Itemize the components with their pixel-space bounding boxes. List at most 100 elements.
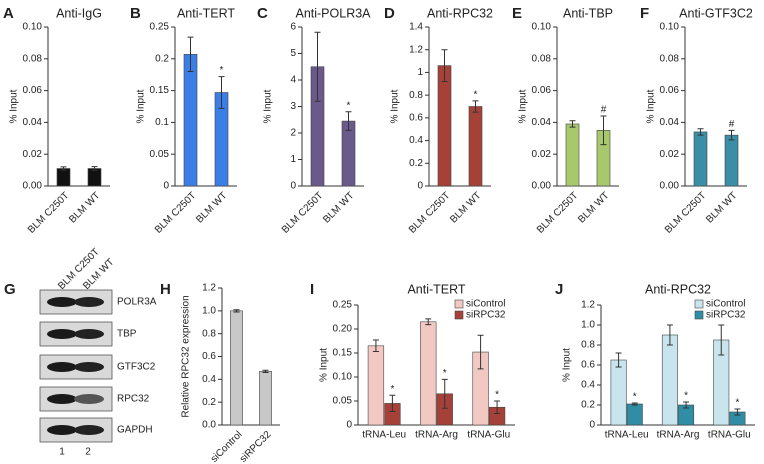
- chart-title: Anti-IgG: [56, 6, 102, 20]
- chart-title: Anti-RPC32: [645, 282, 711, 296]
- error-bar: [569, 120, 576, 128]
- error-bar: [372, 339, 379, 353]
- error-bar: [314, 31, 321, 102]
- y-tick-label: 0.2: [202, 397, 216, 408]
- error-bar: [441, 49, 448, 83]
- error-bar: [477, 334, 484, 370]
- y-tick-label: 3: [290, 101, 296, 112]
- x-tick-label: tRNA-Glu: [467, 430, 510, 441]
- y-tick-label: 0.2: [581, 400, 595, 411]
- panel-letter: G: [4, 281, 16, 298]
- y-tick-label: 0.00: [23, 181, 43, 192]
- y-tick-label: 0.0: [202, 420, 216, 431]
- y-tick-label: 0: [163, 181, 169, 192]
- y-axis-label: % Input: [263, 89, 274, 123]
- y-tick-label: 0.2: [409, 158, 423, 169]
- y-tick-label: 0.06: [660, 85, 680, 96]
- significance-marker: *: [443, 368, 447, 379]
- y-tick-label: 0.04: [532, 117, 552, 128]
- significance-marker: *: [390, 384, 394, 395]
- panel-letter: D: [384, 5, 395, 22]
- x-tick-label: BLM WT: [448, 190, 483, 225]
- x-tick-label: BLM WT: [67, 190, 102, 225]
- y-tick-label: 0: [417, 181, 423, 192]
- lane-number: 2: [85, 447, 91, 458]
- bar: [420, 321, 437, 426]
- error-bar: [615, 352, 622, 368]
- chart-title: Anti-GTF3C2: [679, 6, 753, 20]
- y-tick-label: 5: [290, 48, 296, 59]
- x-tick-label: BLM C250T: [280, 190, 326, 236]
- panel-letter: B: [130, 5, 141, 22]
- y-tick-label: 0.8: [581, 340, 595, 351]
- y-tick-label: 0.08: [532, 53, 552, 64]
- error-bar: [728, 129, 735, 141]
- y-tick-label: 0.05: [333, 396, 353, 407]
- y-tick-label: 1.0: [581, 320, 595, 331]
- error-bar: [441, 378, 448, 409]
- y-tick-label: 0.8: [202, 328, 216, 339]
- chart-panel: E Anti-TBP % Input 0.00 0.02 0.04 0.06 0.08 0.10…: [512, 5, 619, 236]
- y-tick-label: 1.4: [409, 22, 423, 33]
- significance-marker: *: [347, 100, 351, 111]
- chart-title: Anti-TERT: [407, 282, 465, 296]
- y-tick-label: 0.25: [333, 300, 353, 311]
- axis-line: [47, 27, 110, 187]
- error-bar: [218, 76, 225, 109]
- error-bar: [262, 369, 269, 373]
- error-bar: [734, 408, 741, 416]
- y-tick-label: 0.6: [202, 351, 216, 362]
- x-tick-label: BLM C250T: [153, 190, 199, 236]
- legend-label: siRPC32: [466, 310, 506, 321]
- y-tick-label: 0.10: [660, 22, 680, 33]
- y-tick-label: 0.15: [333, 348, 353, 359]
- y-tick-label: 0.1: [155, 117, 169, 128]
- y-axis-label: Relative RPC32 expression: [181, 295, 192, 417]
- y-tick-label: 0.00: [660, 181, 680, 192]
- bar: [626, 403, 643, 426]
- chart-panel: B Anti-TERT % Input 0 0.05 0.1 0.15 0.2 0.25 BLM …: [130, 5, 237, 236]
- error-bar: [494, 400, 501, 414]
- y-tick-label: 0.08: [23, 53, 43, 64]
- x-tick-label: BLM C250T: [26, 190, 72, 236]
- panel-letter: J: [555, 281, 563, 298]
- panel-letter: E: [512, 5, 522, 22]
- legend-swatch: [454, 299, 464, 309]
- y-tick-label: 0.15: [150, 85, 170, 96]
- chart-title: Anti-TERT: [177, 6, 235, 20]
- y-tick-label: 0.00: [532, 181, 552, 192]
- y-tick-label: 0.04: [23, 117, 43, 128]
- y-tick-label: 0.20: [333, 324, 353, 335]
- bar: [724, 134, 739, 187]
- y-axis-label: % Input: [9, 89, 20, 123]
- y-axis-label: % Input: [136, 89, 147, 123]
- blot-band: [74, 329, 104, 339]
- x-tick-label: tRNA-Leu: [605, 430, 649, 441]
- y-tick-label: 0.10: [333, 372, 353, 383]
- significance-marker: *: [220, 65, 224, 76]
- error-bar: [683, 401, 690, 409]
- blot-row-label: POLR3A: [117, 297, 157, 308]
- y-axis-label: % Input: [390, 89, 401, 123]
- y-tick-label: 0.10: [23, 22, 43, 33]
- x-tick-label: BLM C250T: [663, 190, 709, 236]
- significance-marker: *: [495, 390, 499, 401]
- bar: [87, 168, 102, 187]
- error-bar: [472, 100, 479, 113]
- bar: [437, 65, 452, 187]
- y-tick-label: 0: [589, 420, 595, 431]
- chart-title: Anti-POLR3A: [295, 6, 371, 20]
- legend-swatch: [454, 310, 464, 320]
- y-tick-label: 6: [290, 22, 296, 33]
- y-tick-label: 1.2: [202, 283, 216, 294]
- error-bar: [718, 324, 725, 356]
- blot-band: [47, 297, 77, 307]
- blot-band: [47, 362, 77, 372]
- panel-letter: A: [3, 5, 14, 22]
- y-tick-label: 1.2: [409, 44, 423, 55]
- western-blot: G BLM C250T BLM WT 1 2 POLR3ATBPGTF3C2RP…: [4, 246, 157, 457]
- chart-title: Anti-TBP: [563, 6, 613, 20]
- lane-number: 1: [59, 447, 65, 458]
- blot-band: [47, 329, 77, 339]
